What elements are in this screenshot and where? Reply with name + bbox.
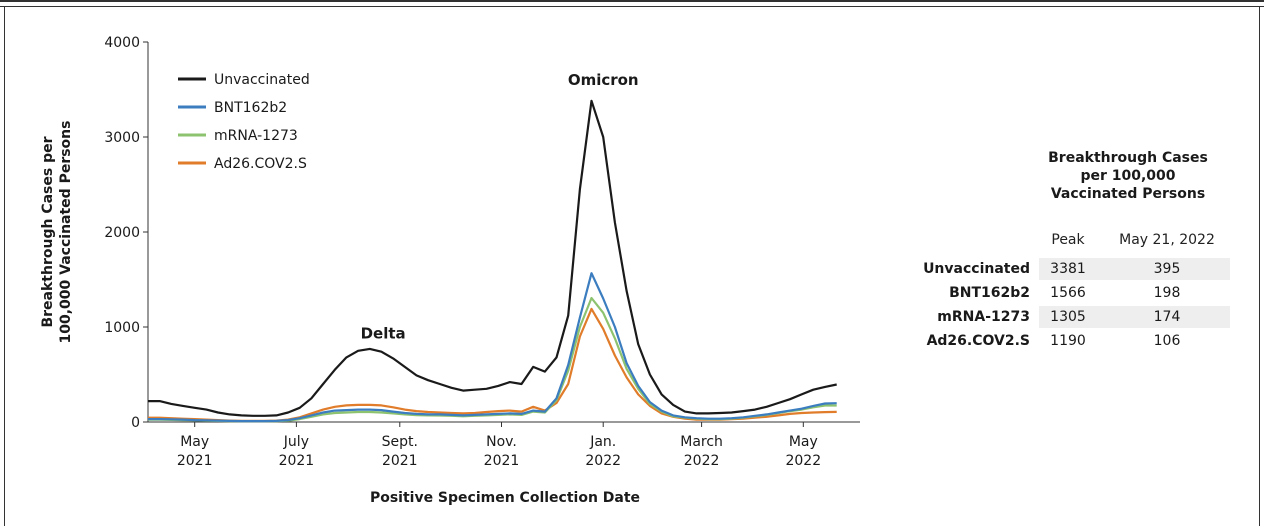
x-tick-label-month: March [680, 434, 723, 450]
table-title-line1: Breakthrough Cases [1048, 150, 1208, 166]
legend-label-unvaccinated: Unvaccinated [214, 72, 310, 88]
figure-frame [4, 7, 1260, 526]
row-name: mRNA-1273 [937, 309, 1030, 325]
x-axis-label: Positive Specimen Collection Date [370, 490, 640, 506]
x-axis: May 2021 July 2021 Sept. 2021 Nov. 2021 Jan. 2022… [148, 421, 860, 469]
row-may21-value: 198 [1153, 285, 1181, 301]
table-row: mRNA-1273 1305 174 [898, 306, 1232, 328]
row-may21-value: 106 [1153, 333, 1181, 349]
y-tick-label: 1000 [104, 320, 140, 336]
annotation-omicron: Omicron [568, 71, 639, 89]
row-peak-value: 1566 [1050, 285, 1086, 301]
x-tick-label-year: 2022 [785, 453, 821, 469]
legend: Unvaccinated BNT162b2 mRNA-1273 Ad26.COV2.S [178, 72, 310, 172]
x-tick-label-year: 2022 [684, 453, 720, 469]
x-tick-label-month: May [789, 434, 818, 450]
x-tick-label-month: Sept. [382, 434, 418, 450]
x-tick-label-month: July [283, 434, 309, 450]
col-header-peak: Peak [1051, 232, 1085, 248]
x-tick-label-year: 2021 [382, 453, 418, 469]
legend-label-bnt162b2: BNT162b2 [214, 100, 287, 116]
y-axis: 0 1000 2000 3000 4000 [104, 35, 149, 431]
x-tick-label-year: 2022 [585, 453, 621, 469]
table-row: Ad26.COV2.S 1190 106 [898, 330, 1232, 352]
series-line-mrna-1273 [148, 296, 837, 423]
y-tick-label: 0 [131, 415, 140, 431]
row-name: Ad26.COV2.S [926, 333, 1030, 349]
legend-label-ad26-cov2-s: Ad26.COV2.S [214, 156, 307, 172]
series-lines [148, 99, 837, 423]
y-tick-label: 3000 [104, 130, 140, 146]
series-line-ad26-cov2-s [148, 307, 837, 422]
row-peak-value: 1305 [1050, 309, 1086, 325]
col-header-date: May 21, 2022 [1119, 232, 1215, 248]
x-tick-label-month: Nov. [486, 434, 517, 450]
x-tick-label-month: Jan. [589, 434, 616, 450]
x-tick-label-month: May [180, 434, 209, 450]
annotation-delta: Delta [361, 324, 406, 342]
table-title-line2: per 100,000 [1080, 168, 1176, 184]
row-may21-value: 395 [1153, 261, 1181, 277]
annotations: Delta Omicron [361, 71, 639, 343]
row-name: BNT162b2 [949, 285, 1030, 301]
legend-label-mrna-1273: mRNA-1273 [214, 128, 298, 144]
series-line-bnt162b2 [148, 272, 837, 423]
table-title-line3: Vaccinated Persons [1050, 186, 1206, 202]
table-row: Unvaccinated 3381 395 [898, 258, 1232, 280]
table-row: BNT162b2 1566 198 [898, 282, 1232, 304]
row-may21-value: 174 [1153, 309, 1181, 325]
row-name: Unvaccinated [923, 261, 1030, 277]
x-tick-label-year: 2021 [279, 453, 315, 469]
y-tick-label: 4000 [104, 35, 140, 51]
table-title: Breakthrough Cases per 100,000 Vaccinate… [1010, 149, 1246, 203]
line-chart: 0 1000 2000 3000 4000 May 2021 July 2021 Sept. 20… [40, 35, 860, 506]
row-peak-value: 3381 [1050, 261, 1086, 277]
series-line-unvaccinated [148, 99, 837, 417]
x-tick-label-year: 2021 [484, 453, 520, 469]
top-rule [0, 0, 1264, 7]
x-tick-label-year: 2021 [177, 453, 213, 469]
row-peak-value: 1190 [1050, 333, 1086, 349]
y-tick-label: 2000 [104, 225, 140, 241]
row-shading [1039, 306, 1230, 328]
row-shading [1039, 258, 1230, 280]
y-axis-label-line1: Breakthrough Cases per [40, 136, 56, 327]
y-axis-label-line2: 100,000 Vaccinated Persons [58, 121, 74, 344]
